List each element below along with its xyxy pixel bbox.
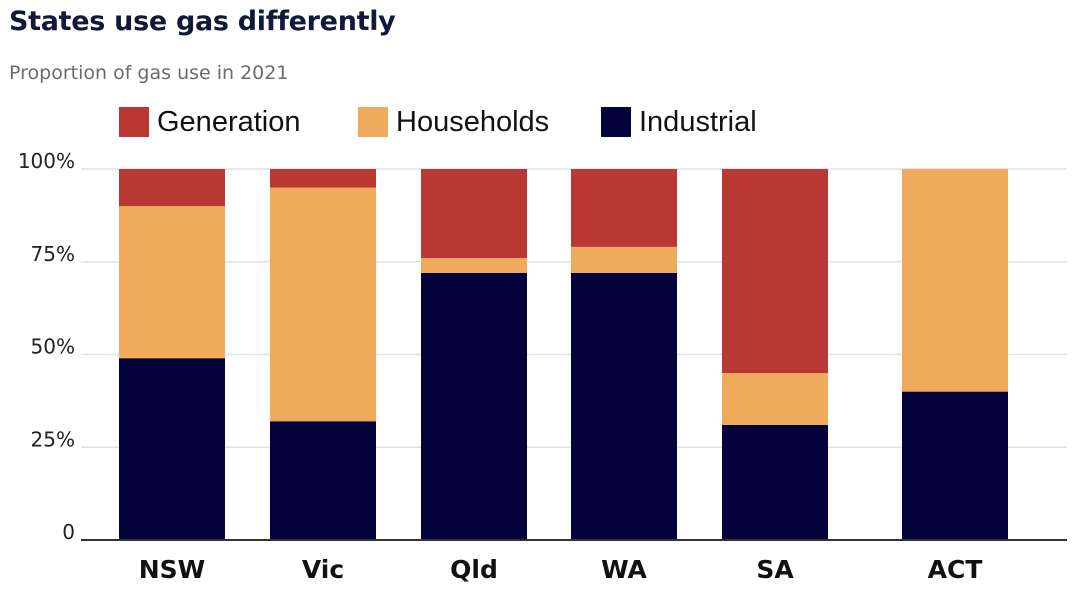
x-tick-label: NSW [139,555,206,584]
y-tick-label: 100% [18,149,75,173]
bar-segment-industrial [902,391,1008,540]
bar-group-vic [270,169,376,540]
bar-segment-industrial [119,358,225,540]
legend-label-generation: Generation [157,105,301,138]
legend-item-households: Households [358,106,549,138]
bar-segment-generation [270,169,376,188]
bar-group-act [902,169,1008,540]
legend-item-industrial: Industrial [601,106,757,138]
y-tick-label: 50% [31,335,75,359]
x-tick-label: Vic [302,555,344,584]
x-tick-label: WA [601,555,647,584]
bar-segment-industrial [571,272,677,540]
bar-segment-households [421,258,527,273]
bar-group-qld [421,169,527,540]
bar-segment-households [722,373,828,425]
bar-segment-generation [119,169,225,207]
bar-segment-generation [722,169,828,374]
x-tick-label: SA [756,555,794,584]
bar-segment-households [270,187,376,422]
bar-segment-households [119,206,225,359]
x-tick-label: ACT [928,555,983,584]
bar-segment-generation [571,169,677,247]
chart-subtitle: Proportion of gas use in 2021 [9,62,289,84]
y-axis-ticks: 0 25% 50% 75% 100% [18,149,75,544]
bar-segment-households [902,169,1008,392]
bar-group-sa [722,169,828,540]
y-tick-label: 75% [31,242,75,266]
legend-swatch-households [358,107,388,137]
bar-segment-generation [421,169,527,259]
y-tick-label: 25% [31,427,75,451]
bar-segment-households [571,246,677,273]
legend-swatch-industrial [601,107,631,137]
legend-item-generation: Generation [119,106,301,138]
bars [119,169,1008,540]
bar-group-wa [571,169,677,540]
bar-segment-industrial [722,424,828,540]
legend-swatch-generation [119,107,149,137]
x-tick-label: Qld [450,555,498,584]
legend-label-industrial: Industrial [639,105,757,138]
bar-segment-industrial [270,421,376,540]
y-tick-label: 0 [62,520,75,544]
bar-segment-industrial [421,272,527,540]
x-axis-ticks: NSW Vic Qld WA SA ACT [139,555,983,584]
chart-title: States use gas differently [9,6,396,37]
bar-group-nsw [119,169,225,540]
legend-label-households: Households [396,105,550,138]
